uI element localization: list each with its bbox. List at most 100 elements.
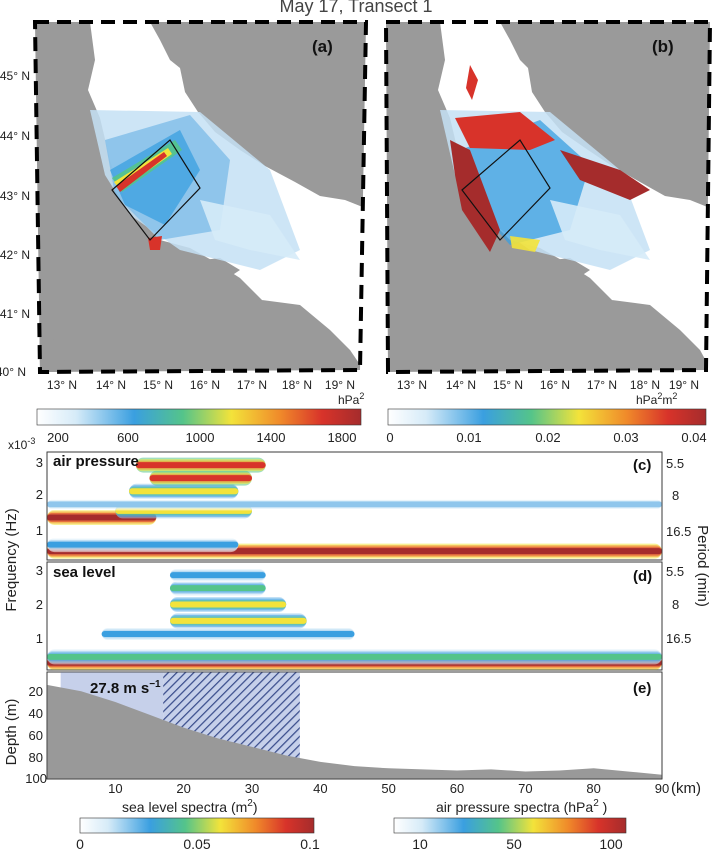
spectral-band: [47, 541, 239, 548]
lon-tick: 14° N: [96, 378, 126, 392]
balkan-land: [500, 22, 710, 210]
distance-tick: 60: [450, 781, 464, 796]
lon-tick: 19° N: [669, 378, 699, 392]
spectral-band: [135, 462, 266, 469]
lon-tick: 15° N: [493, 378, 523, 392]
period-tick: 5.5: [666, 564, 684, 579]
heel-land: [262, 300, 365, 372]
map-panel-a: [32, 20, 369, 375]
sea-level-heatmap: [47, 567, 662, 671]
frequency-tick: 3: [36, 455, 43, 470]
lat-tick: 40° N: [0, 365, 26, 379]
lat-tick: 43° N: [0, 189, 30, 203]
distance-tick: 20: [176, 781, 190, 796]
map-panel-b: [383, 20, 712, 375]
italy-land: [35, 22, 330, 372]
frequency-tick: 1: [36, 523, 43, 538]
panel-label-e: (e): [633, 680, 651, 697]
spectral-band: [170, 572, 266, 579]
colorbar-tick: 0.03: [613, 430, 638, 445]
distance-tick: 30: [245, 781, 259, 796]
gargano-land: [185, 258, 240, 280]
air-pressure-colorbar-ticks: 10 50 100: [412, 836, 623, 850]
lon-tick: 15° N: [143, 378, 173, 392]
lon-tick: 16° N: [190, 378, 220, 392]
lon-tick: 18° N: [630, 378, 660, 392]
colorbar-tick: 0: [386, 430, 393, 445]
air-pressure-heatmap: [47, 457, 662, 559]
colorbar-ticks-a: 200 600 1000 1400 1800: [47, 430, 356, 445]
colorbar-tick: 600: [117, 430, 139, 445]
frequency-multiplier: x10-3: [8, 436, 35, 452]
colorbar-tick: 1400: [257, 430, 286, 445]
panel-label-d: (d): [633, 568, 652, 585]
distance-tick: 40: [313, 781, 327, 796]
air-pressure-spectra-label: air pressure spectra (hPa2 ): [436, 798, 607, 815]
spectral-band: [129, 488, 239, 495]
depth-ticks: 20 40 60 80 100: [25, 684, 47, 786]
frequency-ticks-d: 3 2 1: [36, 563, 43, 646]
frequency-tick: 2: [36, 487, 43, 502]
colorbar-tick: 200: [47, 430, 69, 445]
colorbar-tick: 0: [76, 836, 84, 850]
sea-level-colorbar: [79, 817, 315, 834]
panel-name-c: air pressure: [53, 453, 139, 470]
colorbar-tick: 50: [506, 836, 522, 850]
distance-tick: 70: [518, 781, 532, 796]
bathymetry-profile: [47, 684, 662, 779]
frequency-tick: 3: [36, 563, 43, 578]
colorbar-unit-a: hPa2: [338, 391, 364, 407]
period-tick: 8: [672, 597, 679, 612]
period-axis-label: Period (min): [694, 525, 711, 607]
frequency-axis-label: Frequency (Hz): [3, 508, 20, 611]
frequency-tick: 2: [36, 597, 43, 612]
period-tick: 5.5: [666, 456, 684, 471]
period-tick: 16.5: [666, 524, 691, 539]
spectral-band: [170, 617, 307, 624]
colorbar-tick: 0.02: [535, 430, 560, 445]
balkan-land: [150, 22, 366, 210]
frequency-ticks-c: 3 2 1: [36, 455, 43, 538]
period-ticks-d: 5.5 8 16.5: [666, 564, 691, 646]
spectral-band: [101, 631, 355, 637]
depth-tick: 100: [25, 771, 47, 786]
depth-tick: 60: [29, 728, 43, 743]
lon-tick: 13° N: [397, 378, 427, 392]
figure-title: May 17, Transect 1: [279, 0, 433, 16]
colorbar-ticks-b: 0 0.01 0.02 0.03 0.04: [386, 430, 706, 445]
wind-speed-label: 27.8 m s−1: [90, 679, 161, 697]
spectral-band: [47, 653, 662, 660]
longitude-ticks-b: 13° N 14° N 15° N 16° N 17° N 18° N 19° …: [397, 378, 699, 392]
distance-tick: 80: [586, 781, 600, 796]
lon-tick: 17° N: [237, 378, 267, 392]
colorbar-tick: 10: [412, 836, 428, 850]
colorbar-tick: 0.01: [456, 430, 481, 445]
colorbar-b: [387, 408, 707, 426]
colorbar-tick: 1000: [186, 430, 215, 445]
lon-tick: 13° N: [47, 378, 77, 392]
latitude-ticks: 45° N 44° N 43° N 42° N 41° N 40° N: [0, 69, 30, 379]
lon-tick: 16° N: [540, 378, 570, 392]
sea-level-colorbar-ticks: 0 0.05 0.1: [76, 836, 320, 850]
period-ticks-c: 5.5 8 16.5: [666, 456, 691, 539]
italy-land: [386, 22, 680, 372]
lon-tick: 14° N: [446, 378, 476, 392]
lat-tick: 41° N: [0, 307, 30, 321]
period-tick: 8: [672, 488, 679, 503]
lon-tick: 17° N: [587, 378, 617, 392]
colorbar-tick: 0.04: [681, 430, 706, 445]
lon-tick: 19° N: [325, 378, 355, 392]
colorbar-unit-b: hPa2m2: [636, 391, 677, 407]
lon-tick: 18° N: [282, 378, 312, 392]
panel-label-c: (c): [633, 457, 651, 474]
colorbar-tick: 0.1: [300, 836, 320, 850]
colorbar-tick: 100: [599, 836, 623, 850]
colorbar-a: [36, 408, 362, 426]
colorbar-tick: 0.05: [183, 836, 210, 850]
spectral-band: [149, 475, 252, 482]
distance-unit: (km): [671, 780, 701, 797]
panel-label-b: (b): [652, 37, 674, 56]
frequency-tick: 1: [36, 631, 43, 646]
depth-tick: 20: [29, 684, 43, 699]
